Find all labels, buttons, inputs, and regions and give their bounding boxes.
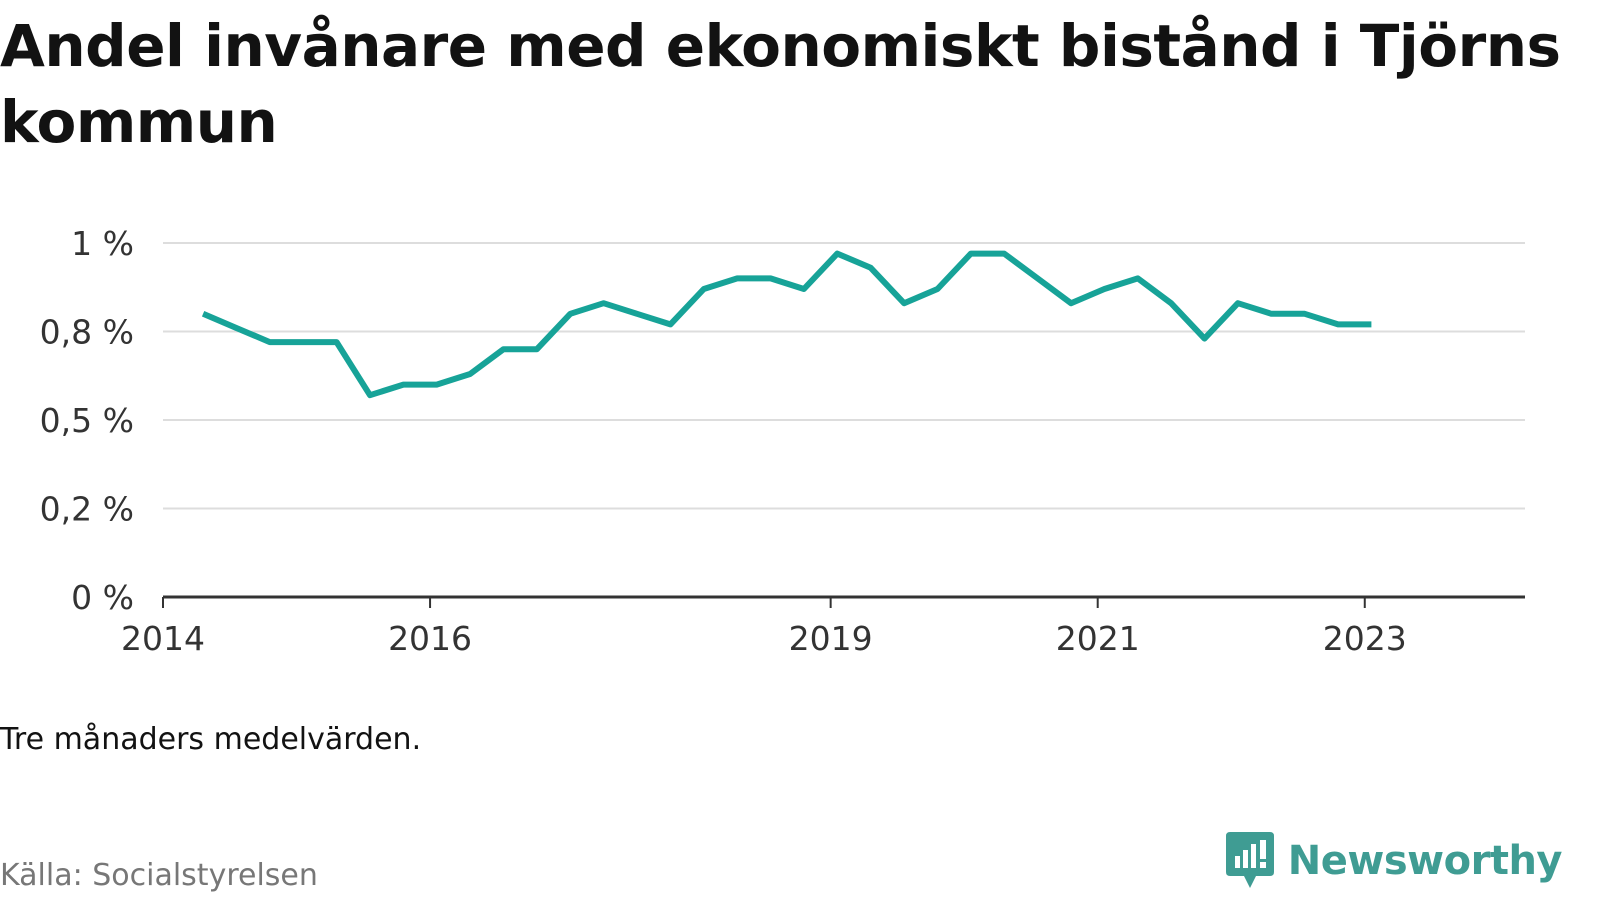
source-text: Källa: Socialstyrelsen [0,858,318,893]
y-tick-label: 0,5 % [40,401,134,440]
brand-name: Newsworthy [1287,838,1563,884]
chart-note: Tre månaders medelvärden. [0,722,422,757]
y-tick-label: 0 % [71,578,134,617]
series-group [201,250,1372,399]
x-tick-label: 2014 [121,619,205,658]
x-axis [162,595,1525,608]
x-tick-label: 2019 [789,619,873,658]
x-tick-label: 2021 [1056,619,1140,658]
newsworthy-logo: Newsworthy [1225,832,1563,890]
line-chart: 0 %0,2 %0,5 %0,8 %1 % 2014 2016 2019 2021 20… [40,224,1525,658]
newsworthy-logo-icon [1225,832,1274,888]
y-gridlines [163,242,1525,510]
y-tick-label: 0,2 % [40,490,134,529]
x-tick-label: 2016 [388,619,472,658]
series-line [201,250,1372,399]
y-axis-labels: 0 % 0,2 % 0,5 % 0,8 % 1 % [40,224,134,617]
x-axis-labels: 2014 2016 2019 2021 2023 [121,619,1407,658]
x-tick-label: 2023 [1323,619,1407,658]
y-tick-label: 0,8 % [40,313,134,352]
y-tick-label: 1 % [71,224,134,263]
chart-title: Andel invånare med ekonomiskt bistånd i … [0,12,1561,156]
